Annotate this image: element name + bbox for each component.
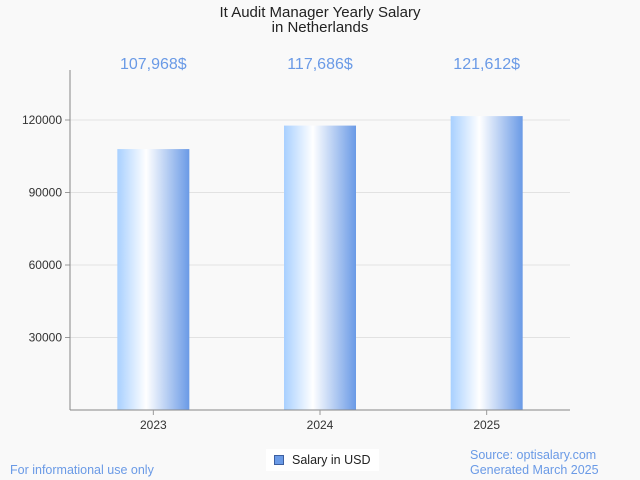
chart-title-line-2: in Netherlands: [272, 19, 369, 36]
chart-title-line-1: It Audit Manager Yearly Salary: [220, 4, 421, 21]
y-tick-label: 30000: [29, 331, 63, 345]
bar-2024: [284, 125, 356, 410]
y-tick-label: 60000: [29, 258, 63, 272]
value-label-2024: 117,686$: [287, 56, 353, 73]
value-label-2025: 121,612$: [453, 56, 520, 73]
x-tick-label-2025: 2025: [473, 418, 500, 432]
bar-2023: [117, 149, 190, 410]
bar-2025: [450, 116, 523, 410]
legend: Salary in USD: [266, 449, 379, 471]
footer-generated: Generated March 2025: [470, 463, 599, 477]
footer-source: Source: optisalary.com: [470, 448, 597, 462]
y-tick-label: 90000: [29, 186, 63, 200]
x-tick-label-2023: 2023: [140, 418, 167, 432]
x-tick-label-2024: 2024: [307, 418, 334, 432]
legend-label: Salary in USD: [292, 453, 371, 467]
legend-swatch: [274, 455, 284, 465]
value-label-2023: 107,968$: [120, 56, 187, 73]
y-tick-label: 120000: [22, 113, 62, 127]
footer-disclaimer: For informational use only: [10, 463, 154, 477]
